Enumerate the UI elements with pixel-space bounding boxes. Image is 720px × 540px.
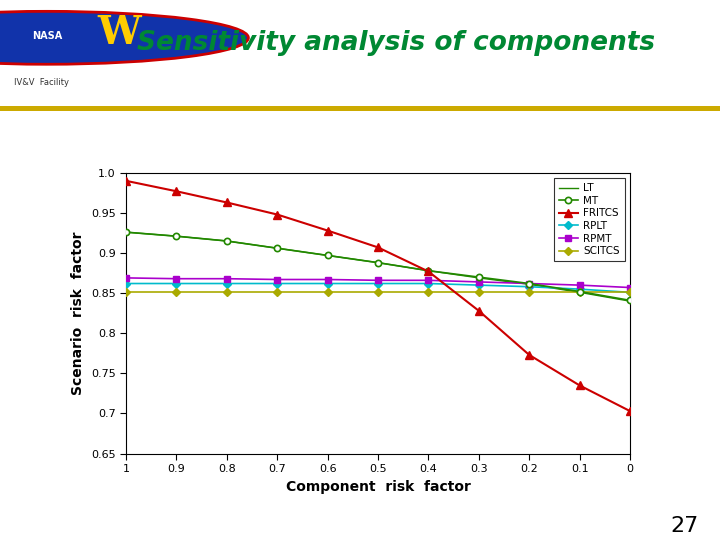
FRITCS [323,227,332,234]
MT [273,245,282,252]
Line: MT: MT [123,229,633,303]
MT [222,238,231,244]
FRITCS [374,244,382,251]
LT [222,238,231,244]
Circle shape [0,11,248,64]
FRITCS [122,178,130,184]
MT [374,259,382,266]
LT [626,298,634,305]
Line: FRITCS: FRITCS [122,177,634,415]
Line: LT: LT [126,232,630,301]
RPMT [374,277,382,284]
LT [474,275,483,281]
RPMT [122,275,130,281]
SCITCS [626,289,634,295]
MT [172,233,181,239]
RPMT [626,284,634,291]
RPMT [575,282,584,288]
MT [122,229,130,235]
Text: NASA: NASA [32,31,62,41]
MT [575,288,584,295]
LT [525,281,534,288]
RPMT [474,279,483,285]
FRITCS [222,199,231,206]
MT [525,280,534,287]
Legend: LT, MT, FRITCS, RPLT, RPMT, SCITCS: LT, MT, FRITCS, RPLT, RPMT, SCITCS [554,178,625,261]
SCITCS [273,289,282,295]
SCITCS [575,289,584,295]
SCITCS [222,289,231,295]
Bar [0,106,720,111]
RPMT [222,275,231,282]
Text: Sensitivity analysis of components: Sensitivity analysis of components [137,30,655,56]
MT [474,274,483,280]
LT [575,289,584,295]
RPLT [222,280,231,287]
Text: 27: 27 [670,516,698,536]
RPLT [374,280,382,287]
FRITCS [273,211,282,218]
RPLT [474,282,483,288]
LT [374,259,382,266]
SCITCS [172,289,181,295]
RPLT [424,280,433,287]
FRITCS [575,382,584,389]
RPLT [575,286,584,292]
RPLT [525,284,534,290]
Line: SCITCS: SCITCS [123,289,633,295]
SCITCS [122,289,130,295]
RPMT [172,275,181,282]
RPLT [122,280,130,287]
Line: RPLT: RPLT [123,281,633,295]
RPMT [273,276,282,283]
SCITCS [525,289,534,295]
RPMT [323,276,332,283]
LT [273,245,282,252]
LT [122,229,130,235]
RPLT [626,289,634,295]
LT [424,267,433,274]
X-axis label: Component  risk  factor: Component risk factor [286,480,470,494]
SCITCS [424,289,433,295]
Text: IV&V  Facility: IV&V Facility [14,78,69,87]
FRITCS [626,408,634,414]
RPLT [273,280,282,287]
Text: W: W [97,14,140,52]
LT [323,252,332,259]
FRITCS [424,268,433,275]
MT [424,267,433,274]
Line: RPMT: RPMT [123,275,633,291]
SCITCS [323,289,332,295]
SCITCS [374,289,382,295]
Y-axis label: Scenario  risk  factor: Scenario risk factor [71,232,85,395]
FRITCS [172,188,181,194]
FRITCS [525,352,534,358]
RPMT [525,280,534,287]
RPLT [172,280,181,287]
RPLT [323,280,332,287]
FRITCS [474,308,483,314]
LT [172,233,181,239]
MT [626,297,634,303]
SCITCS [474,289,483,295]
MT [323,252,332,259]
RPMT [424,277,433,284]
